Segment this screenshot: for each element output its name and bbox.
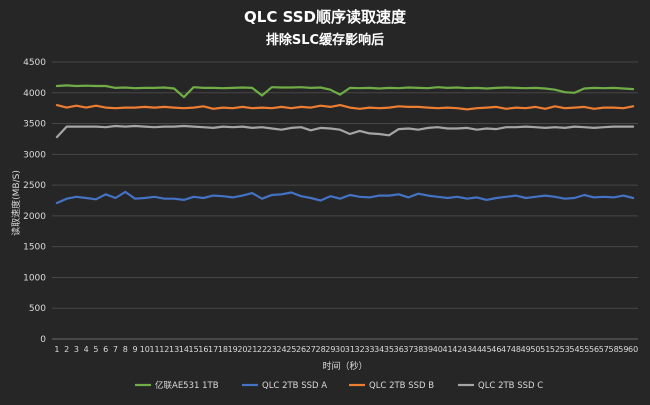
x-tick-label: 46 xyxy=(491,345,501,354)
y-axis-ticks: 0 500 1000 1500 2000 2500 3000 3500 4000 4500 xyxy=(23,58,46,345)
x-tick-label: 17 xyxy=(208,345,218,354)
y-tick-label: 1500 xyxy=(23,243,46,253)
x-tick-label: 19 xyxy=(228,345,238,354)
y-tick-label: 4000 xyxy=(23,89,46,99)
x-tick-label: 23 xyxy=(267,345,277,354)
x-tick-label: 40 xyxy=(433,345,443,354)
x-tick-label: 36 xyxy=(394,345,404,354)
x-tick-label: 13 xyxy=(169,345,179,354)
x-tick-label: 25 xyxy=(286,345,296,354)
x-tick-label: 33 xyxy=(364,345,374,354)
x-tick-label: 41 xyxy=(442,345,452,354)
x-tick-label: 44 xyxy=(472,345,482,354)
x-tick-label: 24 xyxy=(276,345,286,354)
series-line-1 xyxy=(55,84,635,99)
x-tick-label: 27 xyxy=(306,345,316,354)
x-tick-label: 54 xyxy=(569,345,579,354)
x-tick-label: 26 xyxy=(296,345,306,354)
y-tick-label: 2500 xyxy=(23,181,46,191)
legend-entry: QLC 2TB SSD C xyxy=(478,381,543,391)
x-tick-label: 50 xyxy=(530,345,540,354)
legend: 亿联AE531 1TB QLC 2TB SSD A QLC 2TB SSD B QLC… xyxy=(135,380,543,391)
x-tick-label: 14 xyxy=(179,345,189,354)
x-tick-label: 31 xyxy=(345,345,355,354)
x-tick-label: 21 xyxy=(247,345,257,354)
y-tick-label: 1000 xyxy=(23,273,46,283)
x-tick-label: 56 xyxy=(589,345,599,354)
x-tick-label: 51 xyxy=(540,345,550,354)
x-tick-label: 8 xyxy=(123,345,128,354)
y-tick-label: 4500 xyxy=(23,58,46,68)
x-tick-label: 45 xyxy=(482,345,492,354)
x-axis-label: 时间（秒） xyxy=(322,360,367,372)
series-lines xyxy=(55,84,635,205)
x-tick-label: 2 xyxy=(64,345,69,354)
x-tick-label: 32 xyxy=(355,345,365,354)
legend-entry: QLC 2TB SSD B xyxy=(369,381,434,391)
x-tick-label: 18 xyxy=(218,345,228,354)
gridlines xyxy=(52,61,638,340)
x-tick-label: 30 xyxy=(335,345,345,354)
y-tick-label: 500 xyxy=(29,304,46,314)
x-tick-label: 5 xyxy=(93,345,98,354)
x-tick-label: 3 xyxy=(74,345,79,354)
x-tick-label: 55 xyxy=(579,345,589,354)
y-tick-label: 2000 xyxy=(23,212,46,222)
x-tick-label: 1 xyxy=(54,345,59,354)
series-line-2 xyxy=(55,190,635,205)
x-tick-label: 47 xyxy=(501,345,511,354)
y-axis-label: 读取速度(MB/S) xyxy=(10,170,22,236)
x-tick-label: 58 xyxy=(608,345,618,354)
x-tick-label: 9 xyxy=(132,345,137,354)
legend-entry: 亿联AE531 1TB xyxy=(155,380,219,391)
x-tick-label: 39 xyxy=(423,345,433,354)
y-tick-label: 3500 xyxy=(23,120,46,130)
x-tick-label: 6 xyxy=(103,345,108,354)
x-tick-label: 16 xyxy=(198,345,208,354)
x-tick-label: 38 xyxy=(413,345,423,354)
x-tick-label: 11 xyxy=(149,345,159,354)
x-tick-label: 28 xyxy=(315,345,325,354)
x-tick-label: 7 xyxy=(113,345,118,354)
x-tick-label: 20 xyxy=(237,345,247,354)
series-line-4 xyxy=(55,124,635,139)
x-tick-label: 22 xyxy=(257,345,267,354)
legend-entry: QLC 2TB SSD A xyxy=(262,381,327,391)
chart-subtitle: 排除SLC缓存影响后 xyxy=(266,32,384,48)
x-tick-label: 43 xyxy=(462,345,472,354)
x-tick-label: 35 xyxy=(384,345,394,354)
y-tick-label: 3000 xyxy=(23,150,46,160)
x-tick-label: 4 xyxy=(84,345,89,354)
x-tick-label: 52 xyxy=(550,345,560,354)
x-tick-label: 60 xyxy=(628,345,638,354)
chart-title: QLC SSD顺序读取速度 xyxy=(244,8,407,26)
x-tick-label: 59 xyxy=(618,345,628,354)
x-tick-label: 57 xyxy=(599,345,609,354)
x-tick-label: 53 xyxy=(560,345,570,354)
x-tick-label: 49 xyxy=(521,345,531,354)
x-tick-label: 48 xyxy=(511,345,521,354)
x-axis-ticks: 1 2 3 4 5 6 7 8 9 10 11 12 13 14 15 16 17 18 19 20 21 22 23 24 2… xyxy=(54,345,638,354)
y-tick-label: 0 xyxy=(40,335,46,345)
x-tick-label: 42 xyxy=(452,345,462,354)
x-tick-label: 34 xyxy=(374,345,384,354)
x-tick-label: 15 xyxy=(189,345,199,354)
x-tick-label: 29 xyxy=(325,345,335,354)
x-tick-label: 12 xyxy=(159,345,169,354)
series-line-3 xyxy=(55,103,635,111)
x-tick-label: 10 xyxy=(140,345,150,354)
x-tick-label: 37 xyxy=(403,345,413,354)
